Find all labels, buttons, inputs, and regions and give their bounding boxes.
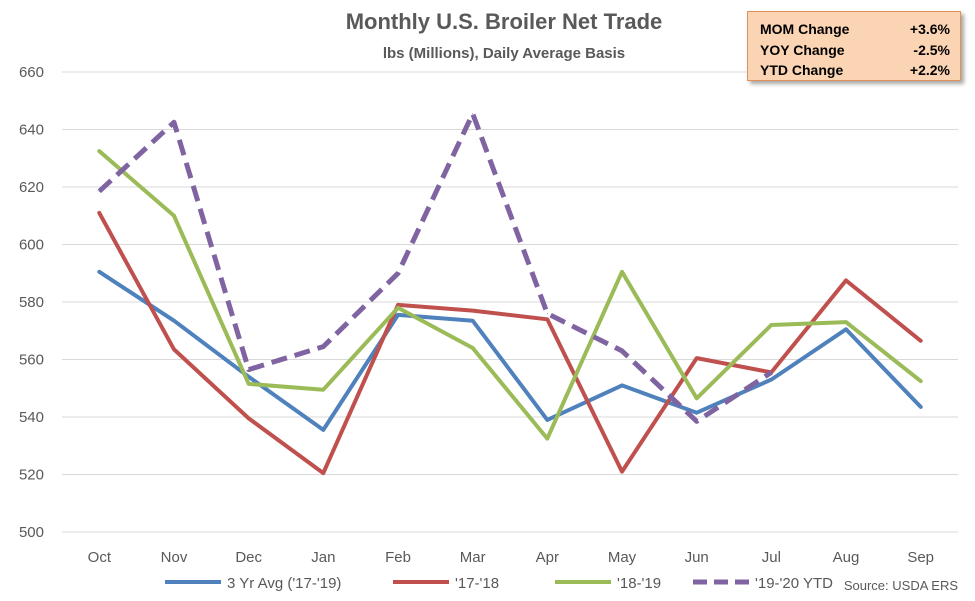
stat-value: +2.2% [909,62,950,78]
y-tick-label: 520 [19,467,44,484]
data-point [920,380,922,382]
data-point [696,420,698,422]
y-tick-label: 620 [19,179,44,196]
data-point [770,324,772,326]
data-point [770,371,772,373]
data-point [248,369,250,371]
legend-label: '19-'20 YTD [755,575,833,592]
y-tick-label: 500 [19,524,44,541]
x-tick-label: Jan [311,549,335,566]
series-line [97,149,923,441]
stat-value: -2.5% [913,41,950,58]
data-point [472,347,474,349]
data-point [621,471,623,473]
y-tick-label: 560 [19,352,44,369]
legend-label: '17-'18 [455,575,499,592]
x-tick-label: Aug [833,549,860,566]
data-point [322,346,324,348]
data-point [546,318,548,320]
data-point [98,212,100,214]
data-point [546,419,548,421]
chart-subtitle: lbs (Millions), Daily Average Basis [383,45,625,62]
y-tick-label: 660 [19,64,44,81]
y-tick-label: 540 [19,409,44,426]
data-point [472,320,474,322]
data-point [322,472,324,474]
stats-box: MOM Change +3.6% YOY Change -2.5% YTD Ch… [747,11,961,81]
data-point [248,383,250,385]
series-lines [97,111,923,476]
data-point [397,314,399,316]
data-point [173,215,175,217]
data-point [920,406,922,408]
data-point [621,384,623,386]
data-point [696,357,698,359]
data-point [173,121,175,123]
stat-row-yoy: YOY Change -2.5% [760,40,950,61]
data-point [770,379,772,381]
data-point [546,438,548,440]
x-tick-label: Feb [385,549,411,566]
stat-value: +3.6% [909,21,950,37]
x-tick-label: Mar [460,549,486,566]
data-point [173,320,175,322]
x-tick-label: Dec [235,549,262,566]
series-line [97,269,923,432]
data-point [248,376,250,378]
data-point [472,310,474,312]
y-tick-label: 580 [19,294,44,311]
data-point [845,321,847,323]
data-point [696,412,698,414]
series-line [97,111,773,424]
data-point [98,150,100,152]
stat-label: YTD Change [760,62,844,78]
stat-label: MOM Change [760,21,850,37]
data-point [322,429,324,431]
data-point [98,271,100,273]
data-point [397,304,399,306]
data-point [322,389,324,391]
chart-title: Monthly U.S. Broiler Net Trade [346,9,663,34]
y-tick-label: 640 [19,122,44,139]
series-line [97,210,923,476]
x-axis-ticks: Oct Nov Dec Jan Feb Mar Apr May Jun Jul Aug Sep [88,549,934,566]
legend-label: 3 Yr Avg ('17-'19) [227,575,341,592]
x-tick-label: Jun [685,549,709,566]
data-point [845,279,847,281]
y-axis-ticks: 500 520 540 560 580 600 620 640 660 [19,64,44,541]
x-tick-label: Sep [907,549,934,566]
source-note: Source: USDA ERS [844,578,958,593]
legend: 3 Yr Avg ('17-'19) '17-'18 '18-'19 '19-'20 … [165,575,833,592]
stat-row-ytd: YTD Change +2.2% [760,60,950,81]
legend-label: '18-'19 [617,575,661,592]
data-point [621,271,623,273]
y-tick-label: 600 [19,237,44,254]
data-point [397,272,399,274]
data-point [472,113,474,115]
gridlines [62,71,958,533]
data-point [621,350,623,352]
x-tick-label: Oct [88,549,112,566]
data-point [696,397,698,399]
data-point [397,307,399,309]
data-point [546,313,548,314]
data-point [98,190,100,192]
x-tick-label: Jul [762,549,781,566]
x-tick-label: Nov [161,549,188,566]
x-tick-label: May [608,549,637,566]
data-point [920,340,922,342]
x-tick-label: Apr [536,549,559,566]
data-point [248,417,250,419]
data-point [845,328,847,330]
data-point [173,348,175,350]
stat-row-mom: MOM Change +3.6% [760,19,950,40]
stat-label: YOY Change [760,41,845,58]
